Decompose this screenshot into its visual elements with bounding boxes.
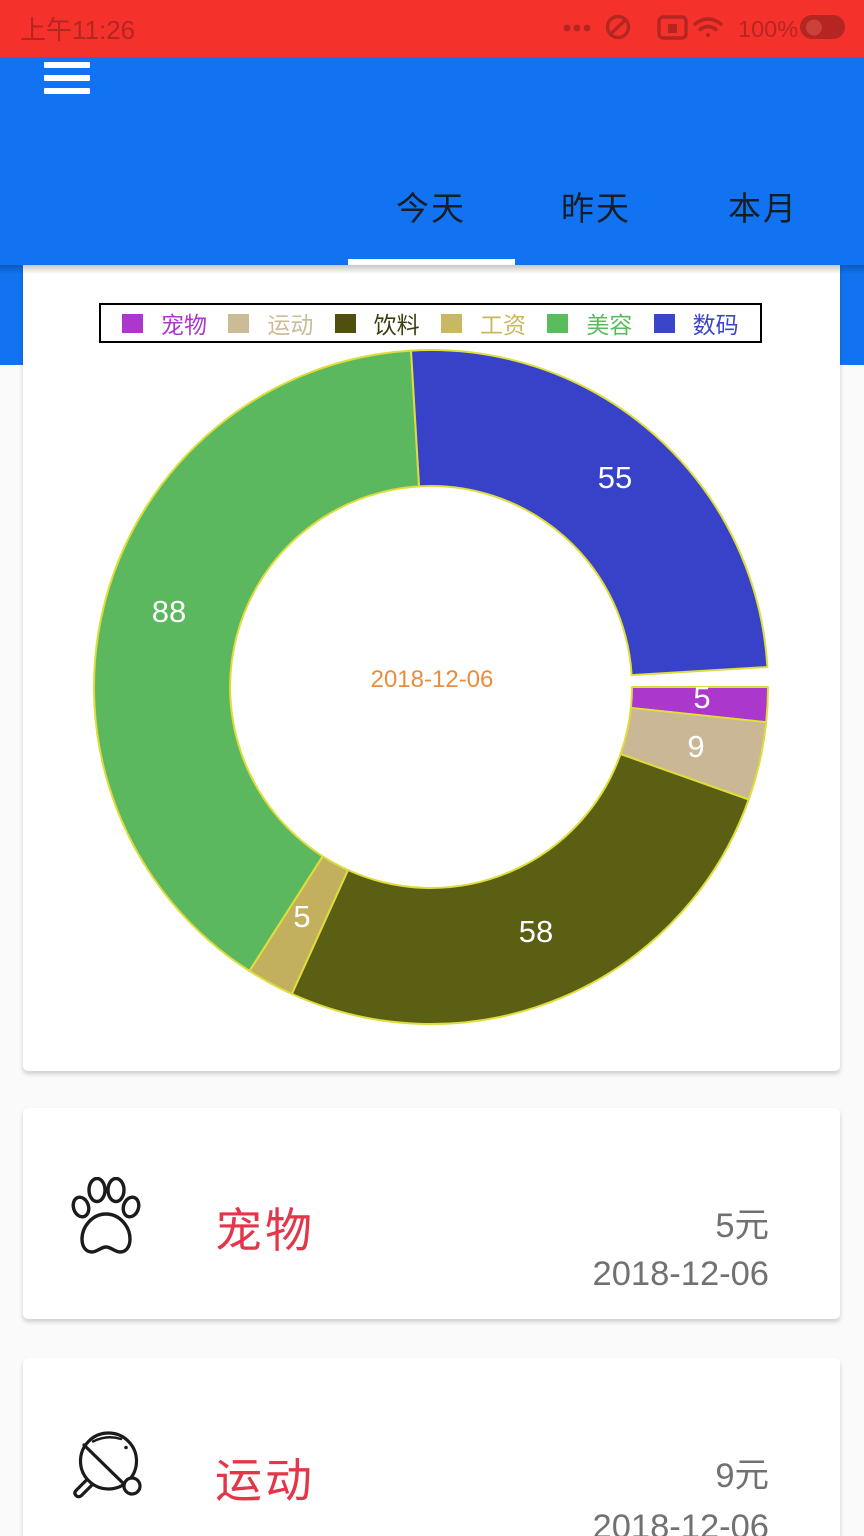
svg-text:58: 58 — [519, 914, 553, 949]
svg-text:55: 55 — [598, 460, 632, 495]
svg-text:5: 5 — [693, 680, 710, 715]
svg-text:2018-12-06: 2018-12-06 — [371, 666, 494, 693]
svg-text:5: 5 — [293, 899, 310, 934]
svg-text:100%: 100% — [738, 16, 798, 42]
svg-text:88: 88 — [152, 594, 186, 629]
svg-text:9: 9 — [687, 729, 704, 764]
